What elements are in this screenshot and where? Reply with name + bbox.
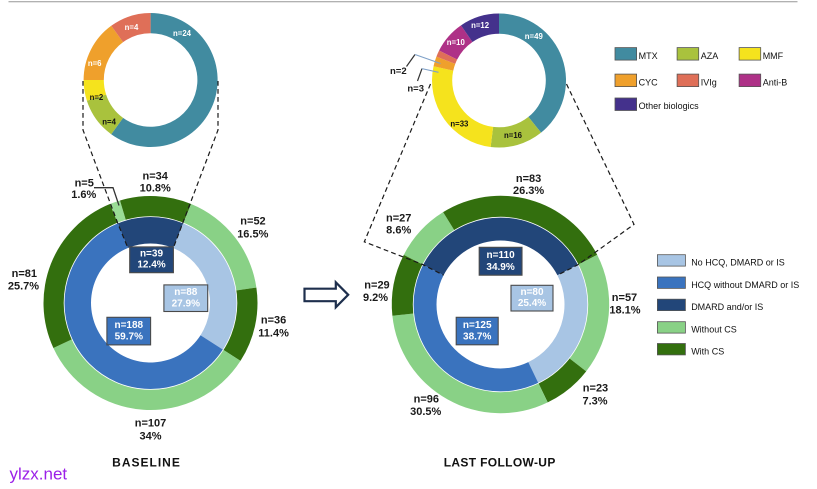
- svg-text:n=52: n=52: [240, 216, 265, 228]
- svg-text:n=29: n=29: [364, 279, 389, 291]
- svg-text:n=107: n=107: [135, 418, 167, 430]
- svg-text:n=34: n=34: [143, 171, 169, 183]
- svg-text:MMF: MMF: [763, 51, 784, 61]
- svg-text:30.5%: 30.5%: [410, 406, 441, 418]
- svg-text:n=2: n=2: [390, 66, 407, 77]
- svg-text:n=4: n=4: [125, 23, 139, 32]
- svg-text:n=16: n=16: [504, 131, 523, 140]
- svg-text:25.7%: 25.7%: [8, 281, 39, 293]
- svg-text:38.7%: 38.7%: [463, 332, 491, 343]
- svg-text:59.7%: 59.7%: [115, 332, 143, 343]
- svg-text:26.3%: 26.3%: [513, 185, 544, 197]
- svg-text:11.4%: 11.4%: [258, 328, 289, 340]
- svg-text:n=5: n=5: [75, 177, 94, 189]
- svg-text:n=10: n=10: [447, 38, 466, 47]
- svg-text:27.9%: 27.9%: [172, 298, 200, 309]
- svg-text:n=3: n=3: [407, 83, 424, 94]
- svg-text:34.9%: 34.9%: [486, 262, 514, 273]
- svg-text:n=88: n=88: [174, 287, 198, 298]
- svg-text:No HCQ, DMARD or IS: No HCQ, DMARD or IS: [691, 258, 785, 268]
- svg-text:10.8%: 10.8%: [140, 183, 171, 195]
- svg-text:n=39: n=39: [140, 249, 164, 260]
- svg-text:MTX: MTX: [639, 51, 658, 61]
- svg-text:n=36: n=36: [261, 315, 286, 327]
- svg-text:n=80: n=80: [520, 287, 544, 298]
- svg-text:IVIg: IVIg: [701, 77, 717, 87]
- svg-text:BASELINE: BASELINE: [112, 456, 181, 470]
- svg-text:n=24: n=24: [173, 29, 192, 38]
- svg-text:n=125: n=125: [463, 320, 492, 331]
- svg-text:n=188: n=188: [114, 320, 143, 331]
- svg-text:n=57: n=57: [612, 292, 637, 304]
- svg-text:Other biologics: Other biologics: [639, 101, 700, 111]
- svg-text:n=33: n=33: [450, 120, 469, 129]
- svg-text:n=6: n=6: [88, 59, 102, 68]
- svg-text:n=49: n=49: [525, 32, 544, 41]
- svg-text:25.4%: 25.4%: [518, 298, 546, 309]
- svg-text:n=81: n=81: [12, 268, 37, 280]
- svg-text:HCQ without DMARD or IS: HCQ without DMARD or IS: [691, 280, 799, 290]
- svg-text:n=23: n=23: [583, 383, 608, 395]
- svg-text:n=96: n=96: [414, 394, 439, 406]
- svg-text:LAST FOLLOW-UP: LAST FOLLOW-UP: [444, 456, 556, 470]
- svg-text:n=12: n=12: [471, 21, 490, 30]
- svg-text:DMARD and/or IS: DMARD and/or IS: [691, 302, 763, 312]
- svg-text:Anti-B: Anti-B: [763, 77, 788, 87]
- svg-text:18.1%: 18.1%: [609, 305, 640, 317]
- svg-text:16.5%: 16.5%: [237, 228, 268, 240]
- svg-text:7.3%: 7.3%: [582, 395, 607, 407]
- svg-text:n=4: n=4: [102, 117, 116, 126]
- svg-text:n=110: n=110: [487, 250, 516, 261]
- svg-text:34%: 34%: [139, 430, 161, 442]
- svg-text:n=27: n=27: [386, 212, 411, 224]
- svg-text:1.6%: 1.6%: [71, 189, 96, 201]
- svg-text:9.2%: 9.2%: [363, 292, 388, 304]
- svg-text:ylzx.net: ylzx.net: [10, 465, 68, 484]
- svg-text:8.6%: 8.6%: [386, 225, 411, 237]
- svg-text:AZA: AZA: [701, 51, 719, 61]
- svg-text:12.4%: 12.4%: [137, 260, 165, 271]
- svg-text:CYC: CYC: [639, 77, 659, 87]
- svg-text:n=83: n=83: [516, 173, 541, 185]
- svg-text:With CS: With CS: [691, 346, 724, 356]
- svg-text:n=2: n=2: [90, 93, 104, 102]
- svg-text:Without CS: Without CS: [691, 325, 737, 335]
